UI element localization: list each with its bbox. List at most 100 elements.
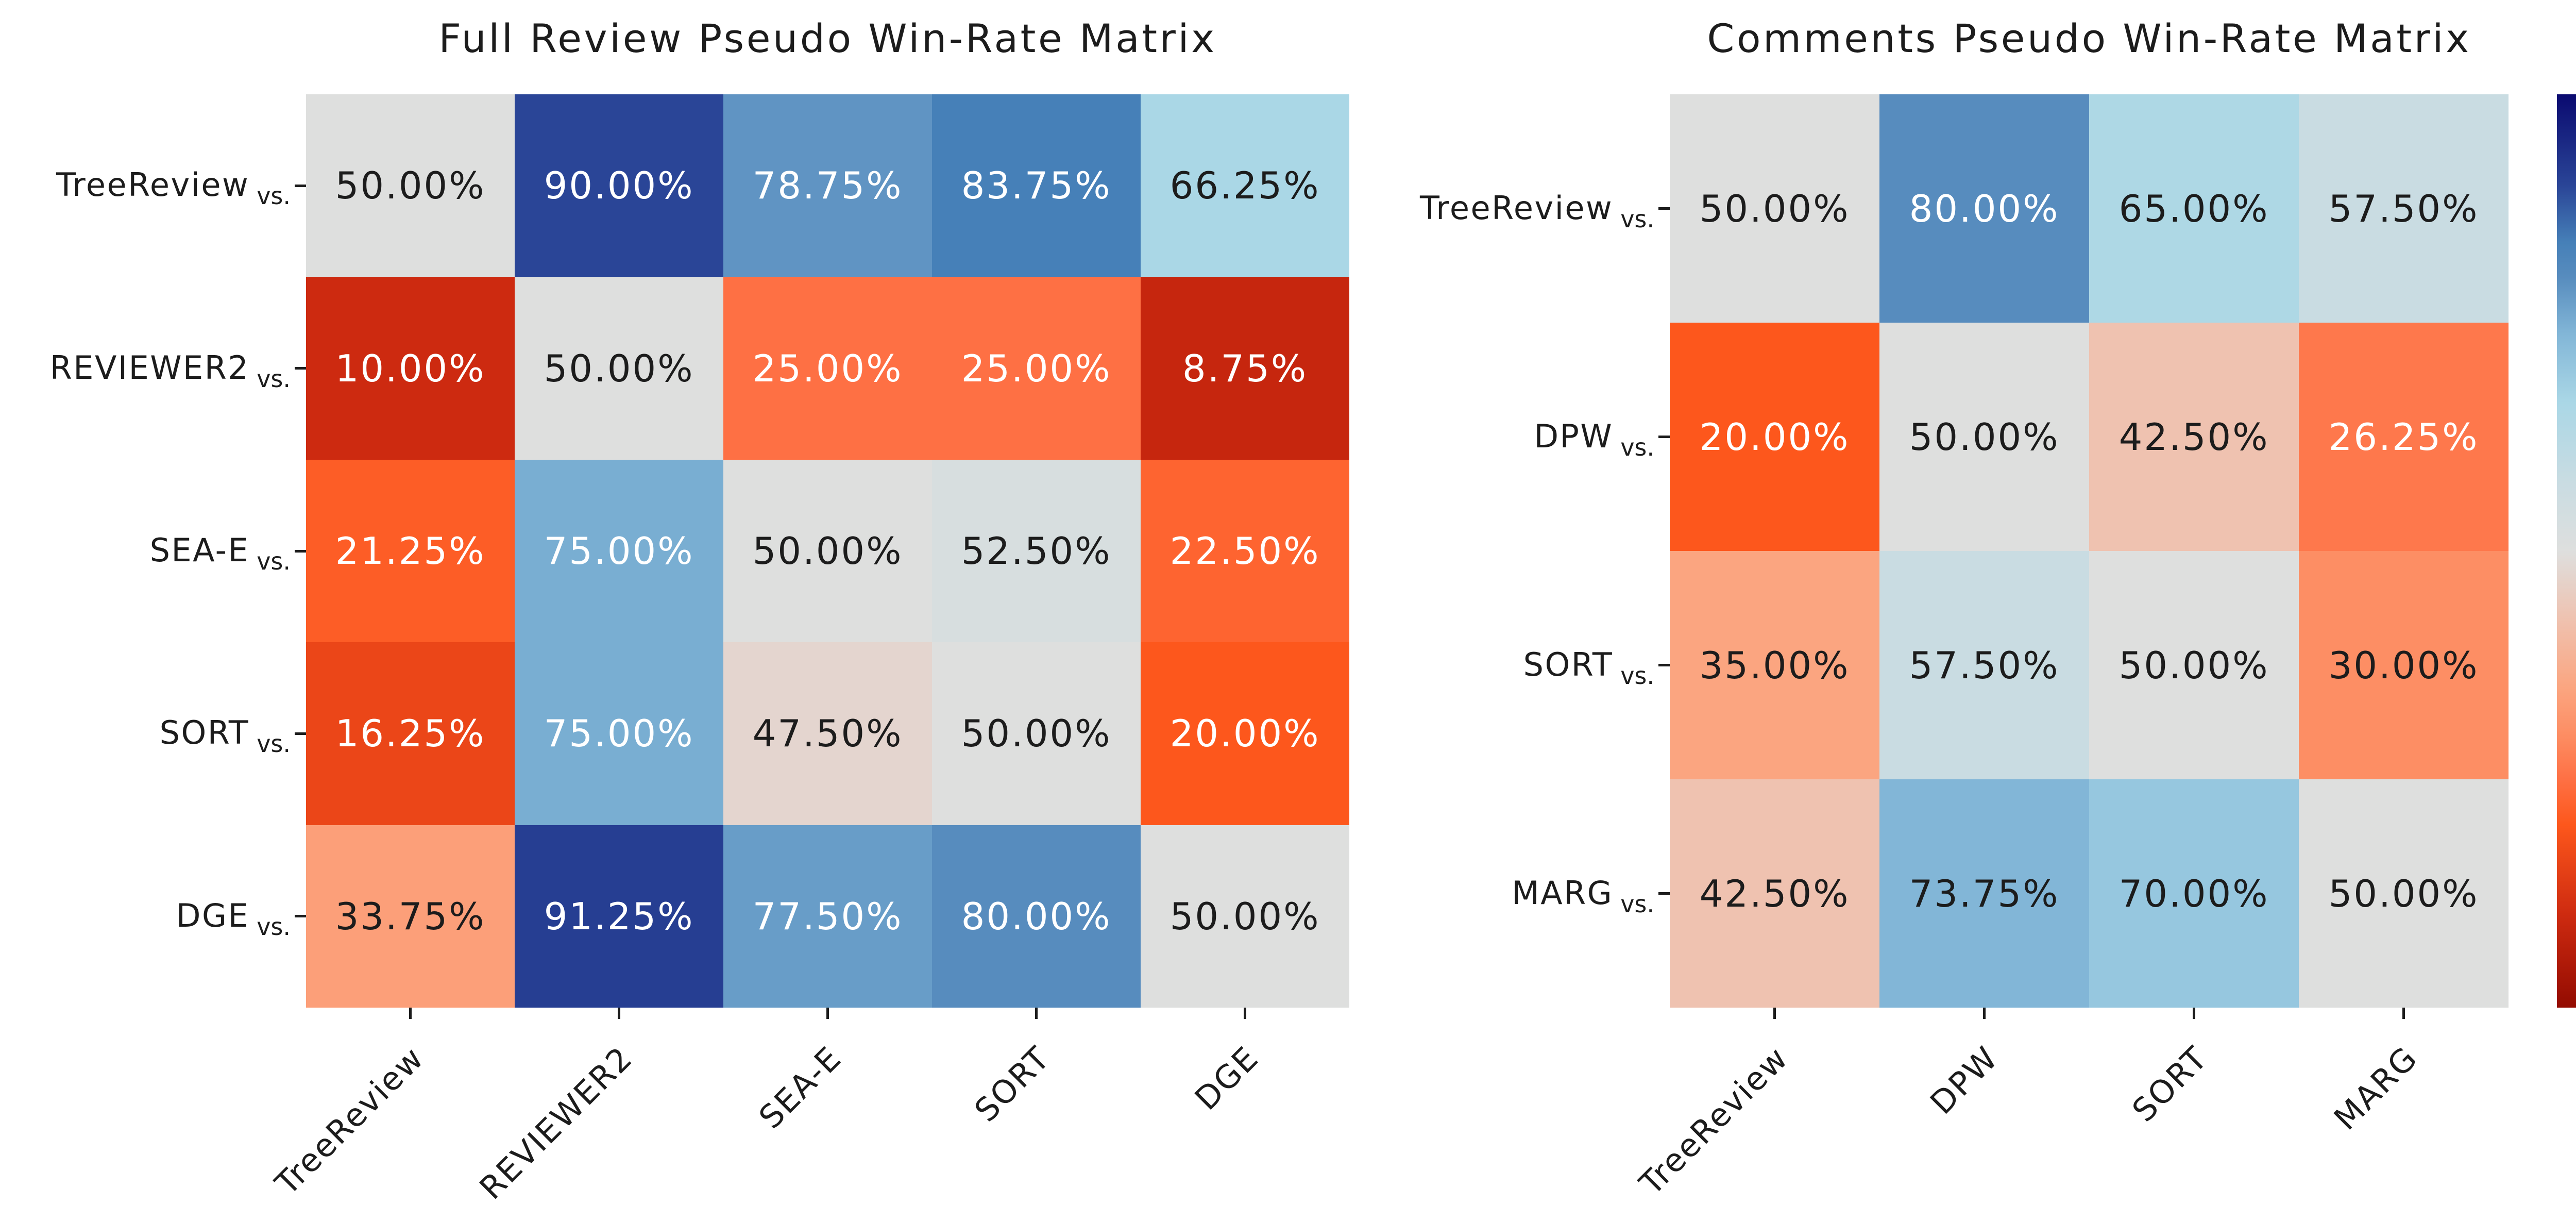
row-label-vs: vs. xyxy=(257,730,291,758)
x-tick-label: SEA-E xyxy=(751,1039,849,1136)
row-label-vs: vs. xyxy=(257,182,291,210)
cell-value: 77.50% xyxy=(752,894,903,938)
heatmap-cell: 50.00% xyxy=(2089,551,2299,779)
y-tick xyxy=(295,184,306,187)
cell-value: 50.00% xyxy=(2328,872,2479,915)
heatmap-cell: 75.00% xyxy=(515,642,723,825)
heatmap-cell: 10.00% xyxy=(306,277,515,460)
heatmap-cell: 35.00% xyxy=(1670,551,1879,779)
heatmap-cell: 22.50% xyxy=(1141,459,1349,643)
cell-value: 50.00% xyxy=(335,164,486,208)
cell-value: 50.00% xyxy=(1909,415,2060,459)
row-label-text: TreeReview xyxy=(1420,189,1614,227)
row-label-vs: vs. xyxy=(1620,890,1654,918)
heatmap-grid: 50.00% 80.00% 65.00% 57.50% 20.00% 50.00% 42.5… xyxy=(1670,94,2509,1008)
x-tick xyxy=(1773,1008,1776,1019)
cell-value: 90.00% xyxy=(544,164,694,208)
cell-value: 20.00% xyxy=(1170,712,1320,756)
row-label-vs: vs. xyxy=(1620,433,1654,461)
cell-value: 50.00% xyxy=(544,346,694,390)
colorbar-gradient xyxy=(2557,94,2576,1008)
row-label-vs: vs. xyxy=(1620,205,1654,233)
cell-value: 57.50% xyxy=(1909,643,2060,687)
row-label: DPW vs. xyxy=(1534,417,1654,461)
heatmap-cell: 50.00% xyxy=(1670,94,1879,323)
x-tick xyxy=(1983,1008,1986,1019)
x-tick-label: SORT xyxy=(2125,1039,2215,1129)
cell-value: 25.00% xyxy=(752,346,903,390)
y-tick xyxy=(295,367,306,370)
heatmap-cell: 50.00% xyxy=(932,642,1141,825)
heatmap-cell: 25.00% xyxy=(723,277,932,460)
cell-value: 73.75% xyxy=(1909,872,2060,915)
heatmap-cell: 57.50% xyxy=(2299,94,2509,323)
row-label-text: DGE xyxy=(176,896,250,934)
cell-value: 70.00% xyxy=(2119,872,2269,915)
row-label-text: MARG xyxy=(1512,874,1614,912)
cell-value: 50.00% xyxy=(2119,643,2269,687)
right-chart-title: Comments Pseudo Win-Rate Matrix xyxy=(1707,15,2471,61)
cell-value: 8.75% xyxy=(1182,346,1308,390)
cell-value: 57.50% xyxy=(2328,187,2479,230)
x-tick-label: TreeReview xyxy=(1632,1039,1796,1202)
heatmap-cell: 16.25% xyxy=(306,642,515,825)
cell-value: 42.50% xyxy=(1699,872,1850,915)
heatmap-cell: 26.25% xyxy=(2299,323,2509,551)
y-tick xyxy=(1658,892,1670,895)
row-label-vs: vs. xyxy=(1620,661,1654,690)
cell-value: 50.00% xyxy=(961,712,1112,756)
row-label: SEA-E vs. xyxy=(150,531,291,575)
row-label: REVIEWER2 vs. xyxy=(49,348,291,393)
heatmap-cell: 78.75% xyxy=(723,94,932,277)
cell-value: 26.25% xyxy=(2328,415,2479,459)
x-tick-label: DPW xyxy=(1922,1039,2006,1122)
heatmap-cell: 8.75% xyxy=(1141,277,1349,460)
row-label-text: DPW xyxy=(1534,417,1614,455)
y-tick xyxy=(1658,436,1670,438)
heatmap-cell: 91.25% xyxy=(515,825,723,1008)
x-tick xyxy=(1244,1008,1246,1019)
cell-value: 66.25% xyxy=(1170,164,1320,208)
x-tick xyxy=(1035,1008,1038,1019)
row-label-vs: vs. xyxy=(257,912,291,941)
row-label-vs: vs. xyxy=(257,547,291,576)
heatmap-cell: 30.00% xyxy=(2299,551,2509,779)
heatmap-cell: 80.00% xyxy=(1879,94,2089,323)
heatmap-cell: 42.50% xyxy=(1670,779,1879,1008)
row-label: MARG vs. xyxy=(1512,874,1654,918)
cell-value: 30.00% xyxy=(2328,643,2479,687)
cell-value: 33.75% xyxy=(335,894,486,938)
cell-value: 80.00% xyxy=(1909,187,2060,230)
heatmap-cell: 50.00% xyxy=(1141,825,1349,1008)
left-chart-title: Full Review Pseudo Win-Rate Matrix xyxy=(438,15,1217,61)
x-tick xyxy=(2193,1008,2195,1019)
cell-value: 42.50% xyxy=(2119,415,2269,459)
cell-value: 65.00% xyxy=(2119,187,2269,230)
heatmap-cell: 73.75% xyxy=(1879,779,2089,1008)
row-label-vs: vs. xyxy=(257,364,291,393)
heatmap-cell: 77.50% xyxy=(723,825,932,1008)
heatmap-cell: 50.00% xyxy=(1879,323,2089,551)
cell-value: 52.50% xyxy=(961,529,1112,573)
heatmap-cell: 65.00% xyxy=(2089,94,2299,323)
row-label-text: SORT xyxy=(159,714,250,752)
x-tick-label: TreeReview xyxy=(268,1039,432,1202)
cell-value: 16.25% xyxy=(335,712,486,756)
cell-value: 50.00% xyxy=(752,529,903,573)
cell-value: 10.00% xyxy=(335,346,486,390)
row-label-text: SORT xyxy=(1523,645,1614,683)
y-tick xyxy=(1658,664,1670,666)
cell-value: 21.25% xyxy=(335,529,486,573)
cell-value: 91.25% xyxy=(544,894,694,938)
heatmap-cell: 50.00% xyxy=(306,94,515,277)
x-tick xyxy=(409,1008,412,1019)
row-label-text: REVIEWER2 xyxy=(49,348,250,387)
row-label: SORT vs. xyxy=(159,714,291,758)
heatmap-cell: 21.25% xyxy=(306,459,515,643)
heatmap-cell: 80.00% xyxy=(932,825,1141,1008)
heatmap-cell: 90.00% xyxy=(515,94,723,277)
heatmap-cell: 42.50% xyxy=(2089,323,2299,551)
cell-value: 35.00% xyxy=(1699,643,1850,687)
cell-value: 50.00% xyxy=(1170,894,1320,938)
heatmap-cell: 52.50% xyxy=(932,459,1141,643)
